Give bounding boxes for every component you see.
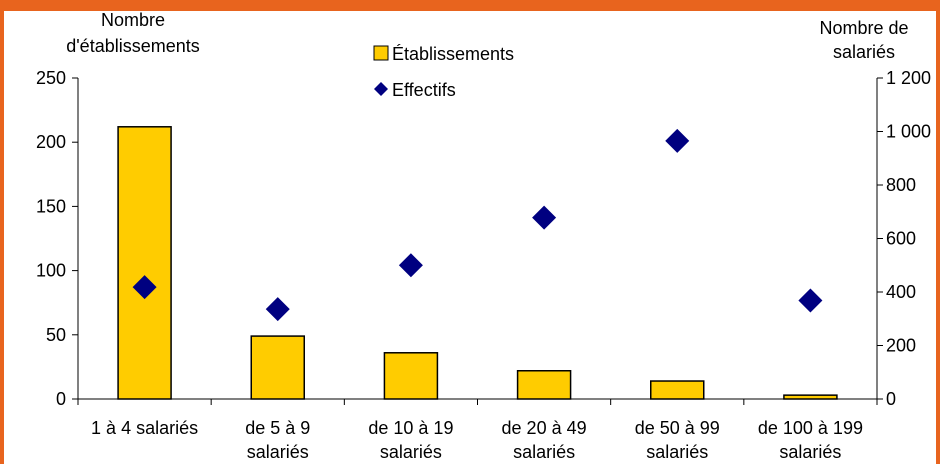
tick-labels: 0 50 100 150 200 250 0 200 400 600 800 1 000 1 200 1 … — [36, 68, 931, 462]
legend: Établissements Effectifs — [373, 44, 514, 100]
left-tick-label: 250 — [36, 68, 66, 88]
point-effectifs — [798, 288, 823, 313]
left-tick-label: 150 — [36, 196, 66, 216]
point-effectifs — [132, 275, 157, 300]
x-tick-label: de 10 à 19 — [368, 418, 453, 438]
bar-etablissements — [783, 394, 838, 400]
x-tick-label: de 20 à 49 — [502, 418, 587, 438]
x-tick-label: de 50 à 99 — [635, 418, 720, 438]
left-tick-label: 0 — [56, 389, 66, 409]
left-axis-title-line-1: Nombre — [101, 10, 165, 30]
x-tick-label: salariés — [247, 442, 309, 462]
legend-marker-effectifs — [374, 82, 388, 96]
bar-etablissements — [383, 352, 439, 400]
legend-swatch-etablissements — [373, 45, 389, 61]
right-tick-label: 600 — [886, 229, 916, 249]
x-tick-label: de 100 à 199 — [758, 418, 863, 438]
x-tick-label: salariés — [513, 442, 575, 462]
axes — [72, 77, 883, 405]
right-tick-label: 200 — [886, 336, 916, 356]
bar-series — [117, 126, 838, 400]
left-tick-label: 50 — [46, 325, 66, 345]
x-tick-label: salariés — [380, 442, 442, 462]
right-tick-label: 0 — [886, 389, 896, 409]
bar-etablissements — [516, 370, 572, 400]
right-tick-label: 800 — [886, 175, 916, 195]
x-tick-label: de 5 à 9 — [245, 418, 310, 438]
point-effectifs — [398, 253, 423, 278]
right-axis-title-line-2: salariés — [833, 42, 895, 62]
bar-etablissements — [117, 126, 172, 400]
point-effectifs — [532, 205, 557, 230]
left-axis-title-line-2: d'établissements — [66, 36, 200, 56]
x-tick-label: salariés — [779, 442, 841, 462]
x-tick-label: salariés — [646, 442, 708, 462]
left-tick-label: 200 — [36, 132, 66, 152]
point-effectifs — [665, 128, 690, 153]
right-tick-label: 1 200 — [886, 68, 931, 88]
marker-series — [132, 128, 823, 322]
right-tick-label: 1 000 — [886, 122, 931, 142]
point-effectifs — [265, 297, 290, 322]
x-tick-label: 1 à 4 salariés — [91, 418, 198, 438]
left-tick-label: 100 — [36, 261, 66, 281]
bar-etablissements — [250, 335, 305, 400]
bar-etablissements — [650, 380, 705, 400]
right-tick-label: 400 — [886, 282, 916, 302]
legend-label-etablissements: Établissements — [392, 44, 514, 64]
right-axis-title-line-1: Nombre de — [819, 18, 908, 38]
legend-label-effectifs: Effectifs — [392, 80, 456, 100]
